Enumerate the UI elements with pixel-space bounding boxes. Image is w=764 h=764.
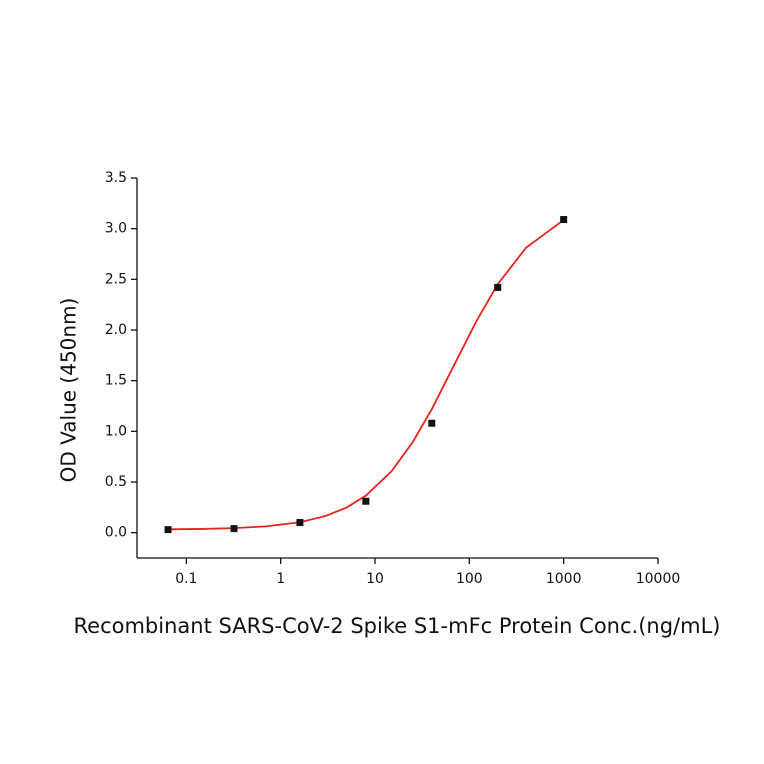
x-tick-label: 10000 <box>636 571 681 587</box>
y-tick-label: 0.5 <box>105 474 127 490</box>
y-tick-label: 3.0 <box>105 221 127 237</box>
x-tick-label: 0.1 <box>175 571 197 587</box>
data-point <box>362 497 370 505</box>
y-tick-label: 2.0 <box>105 322 127 338</box>
y-tick-label: 1.5 <box>105 373 127 389</box>
data-point <box>428 419 436 427</box>
y-tick-label: 1.0 <box>105 423 127 439</box>
x-axis-title: Recombinant SARS-CoV-2 Spike S1-mFc Prot… <box>74 614 721 638</box>
data-point <box>230 525 238 533</box>
x-tick-label: 10 <box>366 571 384 587</box>
x-tick-label: 1000 <box>546 571 582 587</box>
x-tick-label: 100 <box>456 571 483 587</box>
x-tick-label: 1 <box>276 571 285 587</box>
data-point <box>560 216 568 224</box>
data-point <box>494 283 502 291</box>
fit-curve <box>168 219 565 531</box>
data-point <box>164 526 172 534</box>
y-tick-label: 2.5 <box>105 271 127 287</box>
data-point <box>296 519 304 527</box>
y-axis-title: OD Value (450nm) <box>57 298 81 483</box>
y-tick-label: 0.0 <box>105 525 127 541</box>
y-tick-label: 3.5 <box>105 170 127 186</box>
